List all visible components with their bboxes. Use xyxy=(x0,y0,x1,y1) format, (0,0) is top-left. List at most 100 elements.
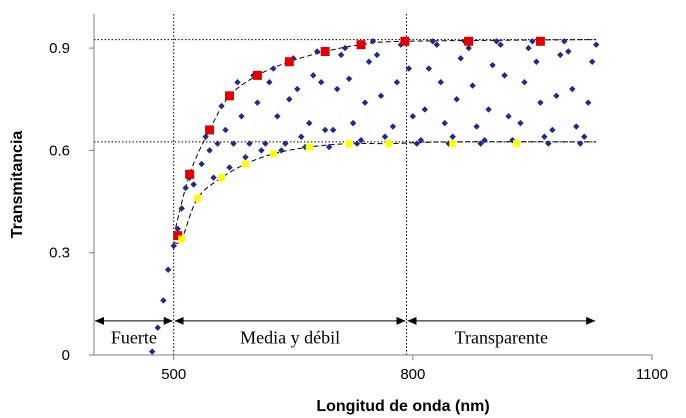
data-point xyxy=(369,38,377,45)
y-axis-title: Transmitancia xyxy=(9,131,26,239)
data-point xyxy=(417,136,425,144)
data-point xyxy=(377,92,385,100)
minimum-marker xyxy=(218,174,226,182)
data-point xyxy=(365,58,373,65)
data-point xyxy=(274,113,281,120)
data-point xyxy=(441,119,448,127)
maximum-marker xyxy=(185,169,195,179)
data-point xyxy=(533,58,540,65)
x-tick-label: 1100 xyxy=(636,366,668,383)
data-point xyxy=(489,61,496,69)
data-point xyxy=(254,99,261,106)
maximum-marker xyxy=(252,70,262,80)
data-point xyxy=(585,99,592,106)
data-point xyxy=(353,140,361,147)
data-point xyxy=(349,119,357,127)
data-point xyxy=(589,58,596,65)
data-point xyxy=(310,72,317,79)
data-point xyxy=(557,51,564,59)
data-point xyxy=(206,147,213,154)
data-point xyxy=(190,181,197,188)
data-point xyxy=(202,133,209,140)
data-point xyxy=(481,136,488,144)
data-point xyxy=(549,126,556,134)
data-point xyxy=(425,65,432,72)
x-tick-label: 800 xyxy=(400,366,425,383)
data-point xyxy=(469,82,476,89)
data-point xyxy=(270,65,277,72)
minimum-marker xyxy=(512,140,520,148)
y-tick-label: 0.9 xyxy=(49,40,70,57)
maximum-marker xyxy=(320,47,330,57)
lower-envelope-curve xyxy=(173,141,597,244)
data-point xyxy=(178,205,185,212)
region-label: Media y débil xyxy=(240,328,340,348)
maximum-marker xyxy=(225,91,235,101)
data-point xyxy=(357,136,365,144)
data-point xyxy=(465,44,472,52)
axis-ticks: 0 0.3 0.6 0.9 500 800 1100 xyxy=(49,40,668,383)
data-point xyxy=(164,266,172,273)
data-point xyxy=(226,164,233,171)
data-point xyxy=(148,348,156,355)
data-point xyxy=(246,140,253,147)
data-point xyxy=(421,106,429,113)
region-label: Transparente xyxy=(455,328,548,348)
data-point xyxy=(433,41,440,48)
data-point xyxy=(294,85,301,93)
reference-lines xyxy=(94,14,597,355)
maximum-marker xyxy=(284,57,294,67)
data-point xyxy=(174,225,181,233)
data-point xyxy=(569,85,576,93)
minimum-marker xyxy=(178,235,186,243)
data-point xyxy=(593,41,600,48)
data-point xyxy=(170,242,177,250)
data-point xyxy=(565,48,572,55)
data-point xyxy=(317,79,325,86)
data-point xyxy=(437,79,444,86)
y-tick-label: 0.3 xyxy=(49,245,70,262)
data-point xyxy=(218,102,225,110)
data-point xyxy=(160,297,167,304)
data-point xyxy=(493,38,500,45)
axes xyxy=(93,14,652,356)
minimum-marker xyxy=(241,160,249,168)
data-point xyxy=(329,126,337,134)
data-point xyxy=(258,147,265,154)
data-point xyxy=(337,51,345,59)
data-point xyxy=(501,72,508,79)
minimum-marker xyxy=(305,143,313,151)
data-point xyxy=(561,38,568,45)
data-point xyxy=(381,133,389,140)
maximum-marker xyxy=(173,231,183,241)
data-point xyxy=(457,55,464,62)
data-point xyxy=(234,79,241,86)
data-point xyxy=(238,113,245,120)
maximum-marker xyxy=(464,36,474,46)
maximum-marker xyxy=(356,40,366,50)
minimum-marker xyxy=(449,140,457,148)
data-point xyxy=(537,99,544,106)
data-point xyxy=(577,140,584,147)
data-point xyxy=(345,75,353,82)
data-point xyxy=(333,85,341,93)
data-point xyxy=(198,160,205,168)
data-point xyxy=(154,324,161,331)
data-point xyxy=(409,113,417,120)
data-point xyxy=(521,79,528,86)
data-point xyxy=(210,174,217,181)
data-point xyxy=(389,123,397,130)
data-point xyxy=(298,133,305,140)
minimum-marker xyxy=(194,194,202,202)
data-point xyxy=(541,133,548,140)
minimum-marker xyxy=(269,150,277,158)
data-point xyxy=(286,96,293,103)
data-point xyxy=(429,38,436,45)
data-point xyxy=(242,154,249,161)
data-point xyxy=(266,79,273,86)
data-point xyxy=(453,96,460,103)
y-tick-label: 0 xyxy=(62,347,70,364)
data-points xyxy=(148,36,600,355)
data-point xyxy=(517,119,524,127)
